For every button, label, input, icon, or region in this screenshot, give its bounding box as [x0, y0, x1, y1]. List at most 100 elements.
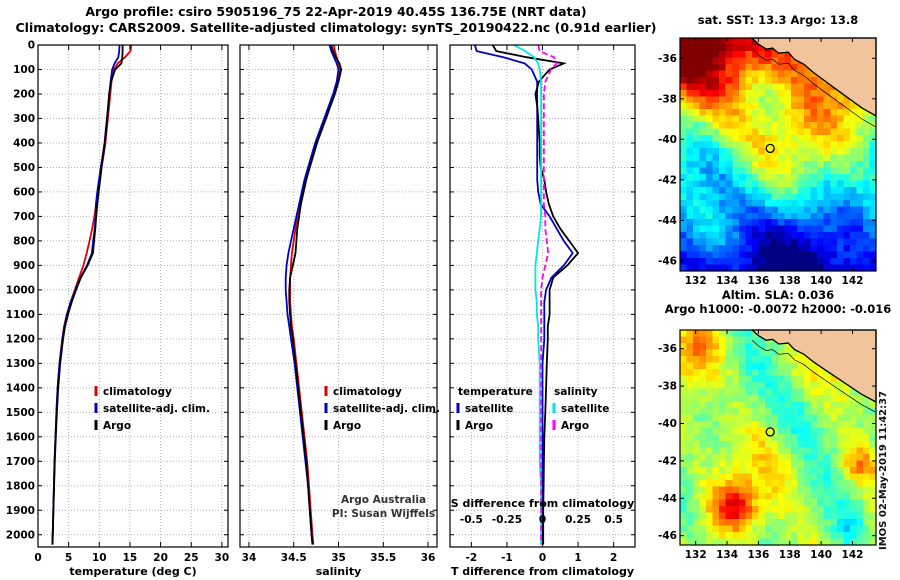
- heatmap-cell: [719, 122, 727, 130]
- heatmap-cell: [869, 499, 877, 507]
- heatmap-cell: [693, 427, 700, 435]
- heatmap-cell: [778, 186, 785, 194]
- heatmap-cell: [784, 408, 792, 416]
- x-tick-label: 25: [184, 552, 199, 564]
- heatmap-cell: [791, 499, 798, 507]
- heatmap-cell: [719, 395, 727, 403]
- heatmap-cell: [771, 50, 779, 58]
- lon-tick-label: 136: [747, 275, 769, 287]
- heatmap-cell: [699, 486, 707, 494]
- heatmap-cell: [732, 160, 740, 168]
- depth-tick-label: 600: [13, 186, 35, 198]
- heatmap-cell: [778, 414, 785, 422]
- heatmap-cell: [719, 512, 727, 520]
- heatmap-cell: [784, 115, 792, 123]
- figure-title: Argo profile: csiro 5905196_75 22-Apr-20…: [85, 4, 587, 19]
- heatmap-cell: [706, 96, 714, 104]
- heatmap-cell: [764, 362, 772, 370]
- heatmap-cell: [849, 173, 857, 181]
- heatmap-cell: [751, 63, 759, 71]
- heatmap-cell: [843, 414, 851, 422]
- heatmap-cell: [771, 135, 779, 142]
- heatmap-cell: [771, 453, 779, 461]
- heatmap-cell: [725, 505, 733, 513]
- lon-tick-label: 138: [779, 275, 801, 287]
- heatmap-cell: [764, 538, 772, 546]
- heatmap-cell: [771, 369, 779, 377]
- heatmap-cell: [791, 63, 798, 71]
- heatmap-cell: [823, 225, 831, 233]
- heatmap-cell: [862, 447, 870, 455]
- heatmap-cell: [771, 63, 779, 71]
- heatmap-cell: [751, 199, 759, 207]
- heatmap-cell: [817, 531, 825, 539]
- heatmap-cell: [843, 212, 851, 220]
- heatmap-cell: [751, 395, 759, 403]
- heatmap-cell: [732, 141, 740, 149]
- heatmap-cell: [686, 251, 694, 259]
- heatmap-cell: [791, 486, 798, 494]
- heatmap-cell: [751, 102, 759, 110]
- heatmap-cell: [745, 518, 753, 526]
- heatmap-cell: [771, 264, 779, 272]
- heatmap-cell: [778, 245, 785, 252]
- heatmap-cell: [706, 505, 714, 513]
- heatmap-cell: [693, 212, 700, 220]
- heatmap-cell: [680, 479, 687, 487]
- heatmap-cell: [784, 245, 792, 252]
- heatmap-cell: [693, 512, 700, 520]
- heatmap-cell: [869, 212, 877, 220]
- heatmap-cell: [764, 447, 772, 455]
- heatmap-cell: [764, 50, 772, 58]
- heatmap-cell: [706, 362, 714, 370]
- heatmap-cell: [758, 408, 766, 416]
- heatmap-cell: [745, 440, 753, 448]
- heatmap-cell: [745, 96, 753, 104]
- heatmap-cell: [693, 466, 700, 474]
- heatmap-cell: [706, 518, 714, 526]
- heatmap-cell: [738, 76, 746, 84]
- heatmap-cell: [686, 499, 694, 507]
- heatmap-cell: [849, 453, 857, 461]
- heatmap-cell: [751, 362, 759, 370]
- heatmap-cell: [712, 50, 720, 58]
- heatmap-cell: [686, 128, 694, 136]
- heatmap-cell: [680, 486, 687, 494]
- heatmap-cell: [836, 531, 844, 539]
- heatmap-cell: [810, 115, 818, 123]
- heatmap-cell: [738, 473, 746, 481]
- heatmap-cell: [836, 115, 844, 123]
- heatmap-cell: [725, 414, 733, 422]
- heatmap-cell: [849, 251, 857, 259]
- heatmap-cell: [693, 382, 700, 390]
- heatmap-cell: [843, 460, 851, 468]
- heatmap-cell: [725, 186, 733, 194]
- heatmap-cell: [771, 167, 779, 175]
- heatmap-cell: [751, 440, 759, 448]
- heatmap-cell: [693, 251, 700, 259]
- heatmap-cell: [751, 349, 759, 357]
- heatmap-cell: [778, 453, 785, 461]
- heatmap-cell: [764, 518, 772, 526]
- heatmap-cell: [732, 453, 740, 461]
- heatmap-cell: [725, 193, 733, 201]
- heatmap-cell: [693, 115, 700, 123]
- heatmap-cell: [758, 414, 766, 422]
- heatmap-cell: [712, 356, 720, 363]
- heatmap-cell: [823, 453, 831, 461]
- heatmap-cell: [738, 186, 746, 194]
- heatmap-cell: [843, 219, 851, 227]
- temp-series-argo: [51, 45, 124, 545]
- heatmap-cell: [771, 154, 779, 162]
- heatmap-cell: [680, 362, 687, 370]
- heatmap-cell: [732, 518, 740, 526]
- heatmap-cell: [771, 434, 779, 442]
- heatmap-cell: [712, 199, 720, 207]
- heatmap-cell: [784, 512, 792, 520]
- heatmap-cell: [699, 212, 707, 220]
- heatmap-cell: [712, 414, 720, 422]
- heatmap-cell: [712, 401, 720, 409]
- heatmap-cell: [849, 440, 857, 448]
- heatmap-cell: [817, 232, 825, 240]
- heatmap-cell: [719, 193, 727, 201]
